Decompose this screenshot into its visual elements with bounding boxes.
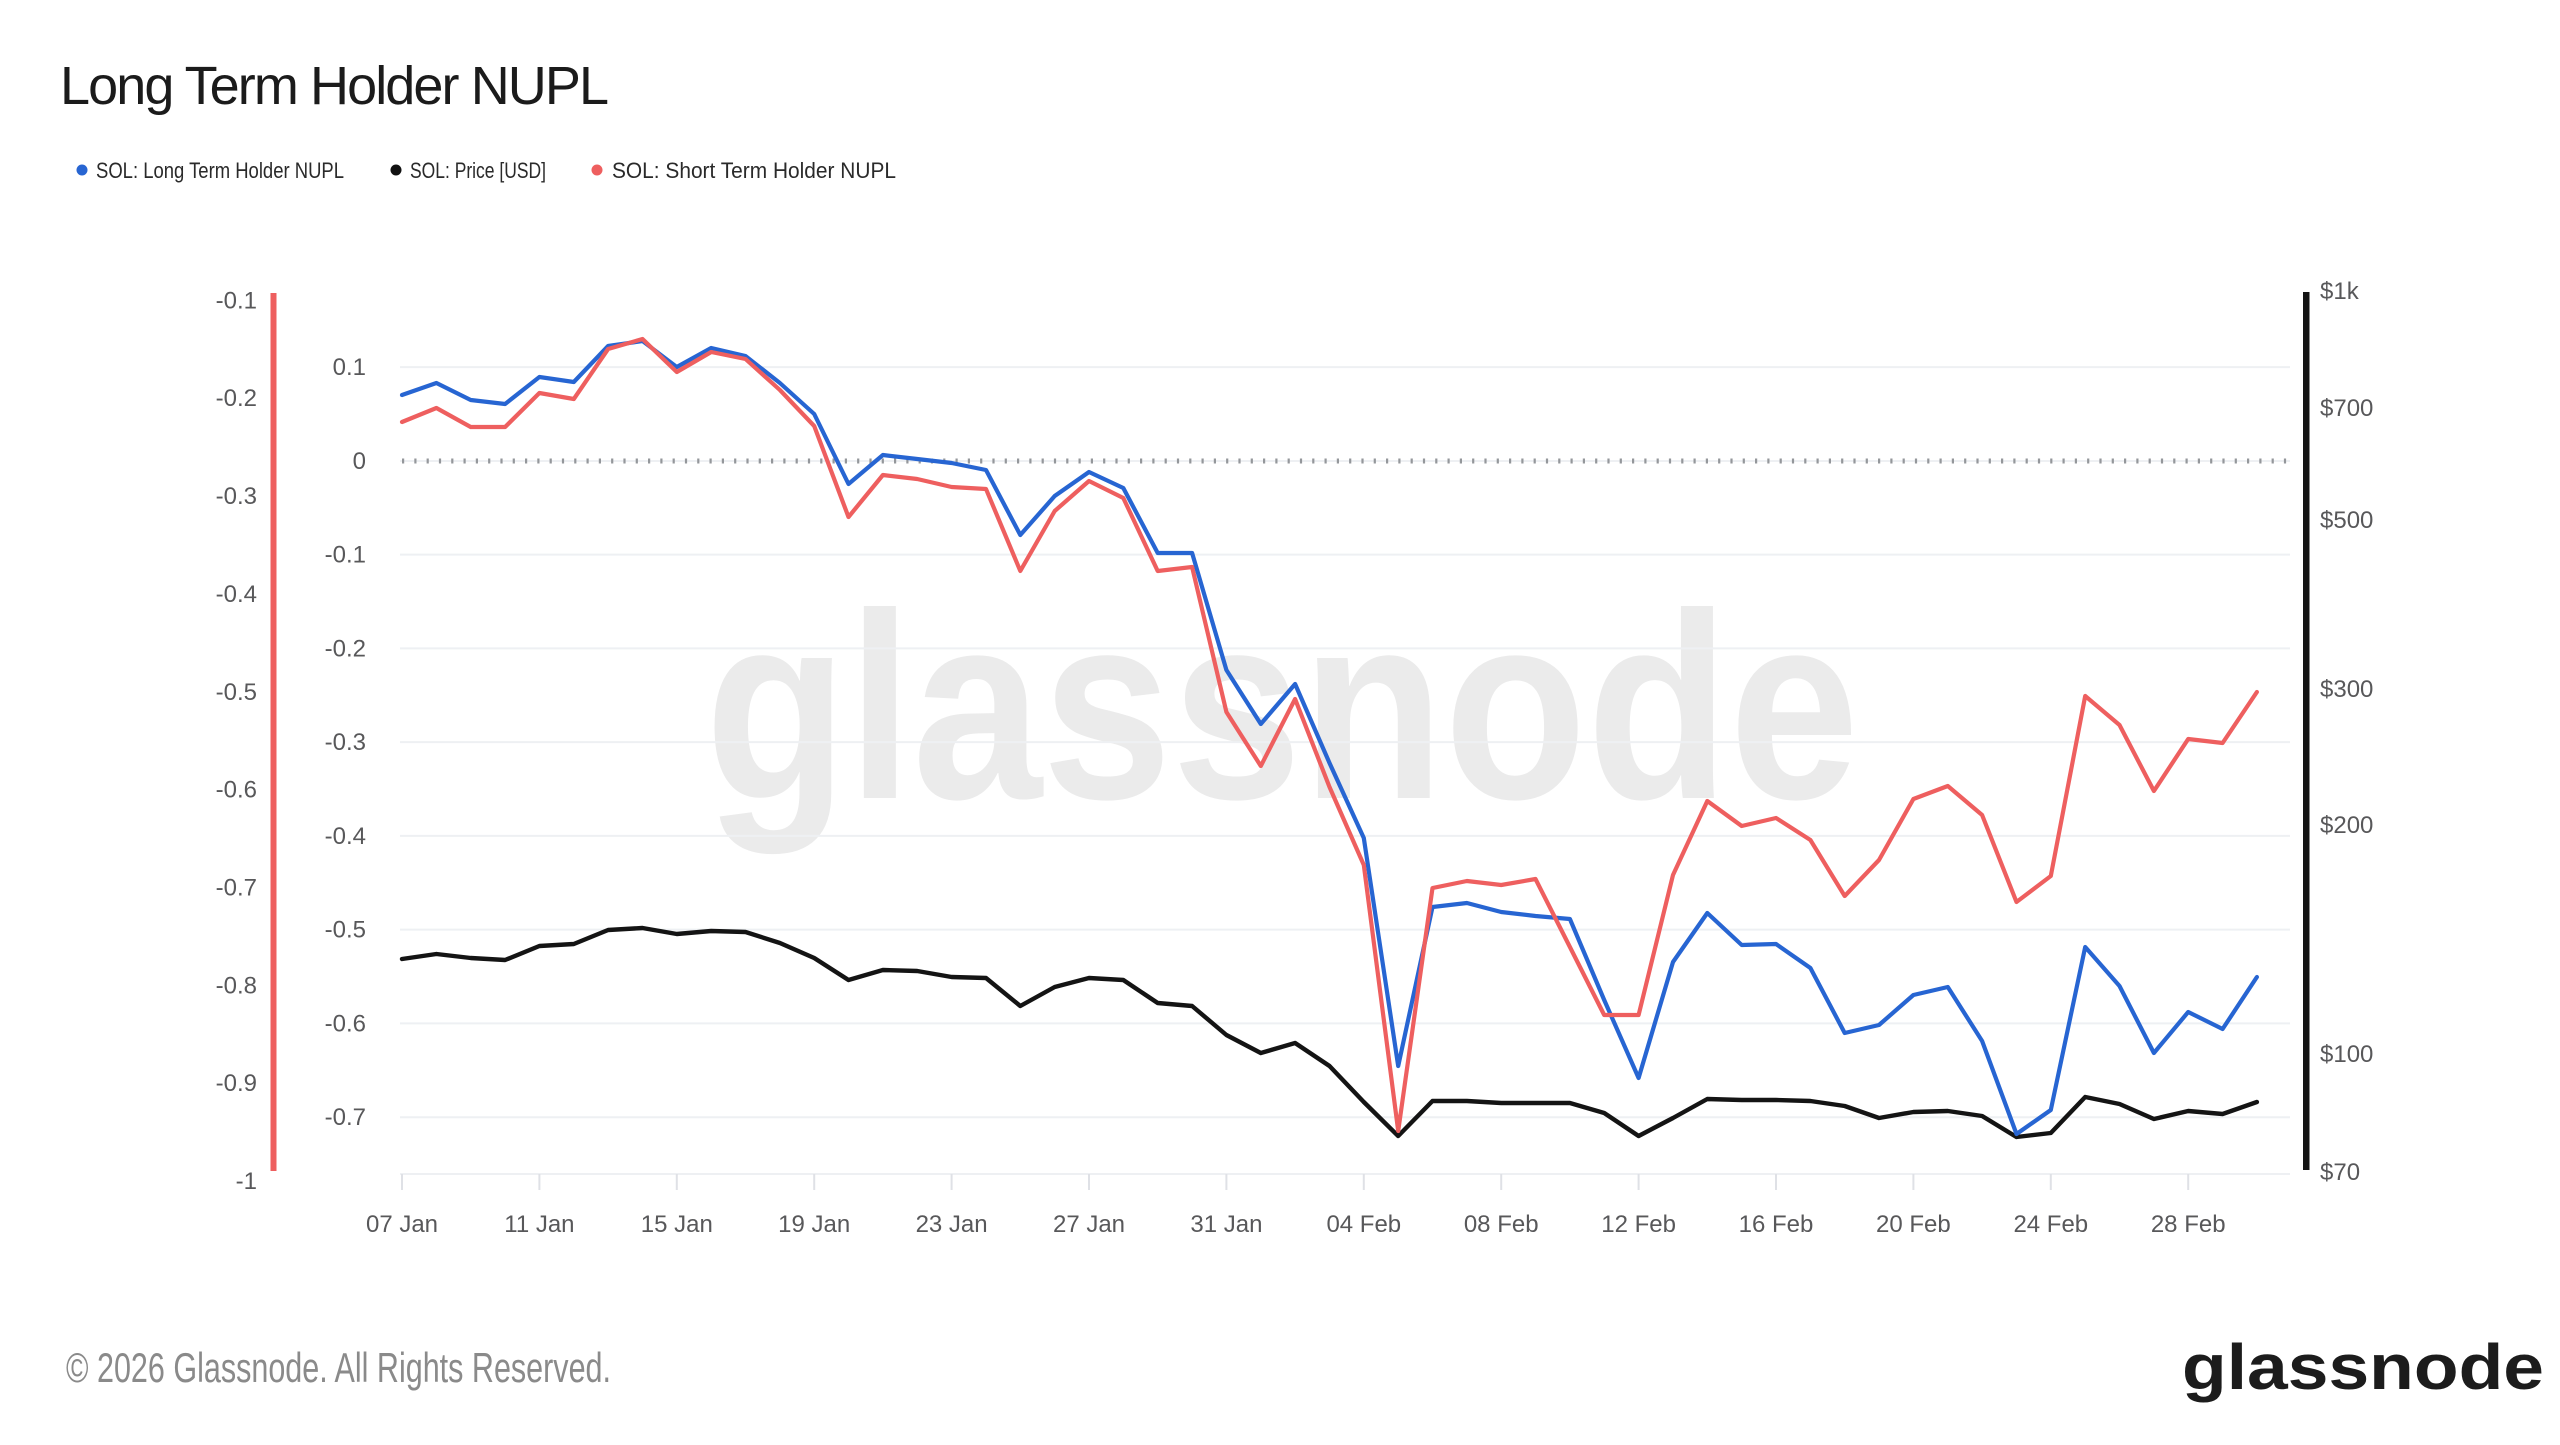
svg-text:$700: $700	[2320, 395, 2373, 422]
svg-text:-0.5: -0.5	[216, 679, 257, 706]
svg-text:24 Feb: 24 Feb	[2013, 1211, 2088, 1238]
svg-text:04 Feb: 04 Feb	[1326, 1211, 1401, 1238]
svg-text:-0.3: -0.3	[325, 729, 366, 756]
svg-text:12 Feb: 12 Feb	[1601, 1211, 1676, 1238]
svg-text:19 Jan: 19 Jan	[778, 1211, 850, 1238]
svg-text:-0.1: -0.1	[325, 542, 366, 569]
svg-text:$500: $500	[2320, 507, 2373, 534]
svg-text:-0.9: -0.9	[216, 1070, 257, 1097]
svg-text:$300: $300	[2320, 676, 2373, 703]
svg-text:-1: -1	[236, 1168, 257, 1195]
svg-text:$100: $100	[2320, 1041, 2373, 1068]
svg-text:-0.7: -0.7	[325, 1104, 366, 1131]
svg-text:SOL: Price [USD]: SOL: Price [USD]	[410, 158, 546, 183]
svg-text:-0.6: -0.6	[325, 1010, 366, 1037]
svg-text:$1k: $1k	[2320, 278, 2360, 305]
svg-text:15 Jan: 15 Jan	[641, 1211, 713, 1238]
svg-text:20 Feb: 20 Feb	[1876, 1211, 1951, 1238]
svg-text:-0.2: -0.2	[325, 635, 366, 662]
svg-text:-0.4: -0.4	[216, 581, 257, 608]
svg-text:glassnode: glassnode	[2182, 1331, 2544, 1403]
svg-text:16 Feb: 16 Feb	[1739, 1211, 1814, 1238]
svg-text:07 Jan: 07 Jan	[366, 1211, 438, 1238]
svg-text:-0.6: -0.6	[216, 777, 257, 804]
svg-text:08 Feb: 08 Feb	[1464, 1211, 1539, 1238]
svg-text:-0.5: -0.5	[325, 917, 366, 944]
svg-text:0.1: 0.1	[333, 354, 366, 381]
svg-text:-0.7: -0.7	[216, 875, 257, 902]
svg-text:$200: $200	[2320, 812, 2373, 839]
svg-text:© 2026 Glassnode. All Rights R: © 2026 Glassnode. All Rights Reserved.	[66, 1344, 611, 1391]
svg-text:-0.3: -0.3	[216, 483, 257, 510]
svg-text:0: 0	[353, 448, 366, 475]
svg-text:23 Jan: 23 Jan	[916, 1211, 988, 1238]
svg-text:-0.8: -0.8	[216, 972, 257, 999]
svg-text:-0.4: -0.4	[325, 823, 366, 850]
svg-text:27 Jan: 27 Jan	[1053, 1211, 1125, 1238]
svg-text:11 Jan: 11 Jan	[504, 1211, 574, 1238]
svg-text:SOL: Long Term Holder NUPL: SOL: Long Term Holder NUPL	[96, 158, 344, 183]
svg-text:SOL: Short Term Holder NUPL: SOL: Short Term Holder NUPL	[612, 158, 896, 183]
svg-text:28 Feb: 28 Feb	[2151, 1211, 2226, 1238]
svg-text:-0.2: -0.2	[216, 385, 257, 412]
svg-text:glassnode: glassnode	[705, 559, 1859, 856]
svg-text:$70: $70	[2320, 1159, 2360, 1186]
svg-text:-0.1: -0.1	[216, 287, 257, 314]
svg-text:Long Term Holder NUPL: Long Term Holder NUPL	[60, 56, 609, 116]
svg-text:31 Jan: 31 Jan	[1190, 1211, 1262, 1238]
